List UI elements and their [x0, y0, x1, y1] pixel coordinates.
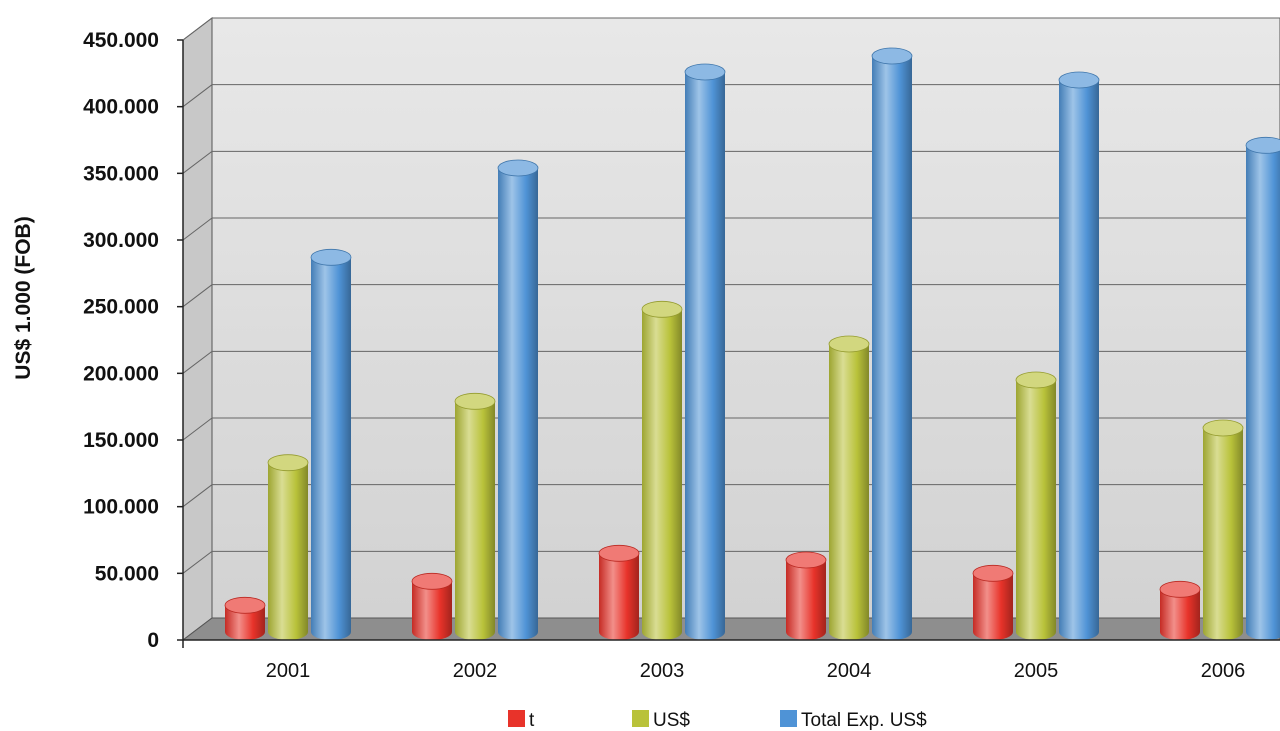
- legend-label: US$: [653, 710, 690, 731]
- bar-total-exp-us-2003: [684, 63, 726, 640]
- x-axis: 2001 2002 2003 2004 2005 2006: [183, 639, 1280, 682]
- legend-swatch: [508, 710, 525, 727]
- bar-total-exp-us-2005: [1058, 71, 1100, 640]
- y-tick-label: 450.000: [83, 29, 159, 52]
- x-tick-label: 2003: [640, 660, 685, 682]
- bar-us-2002: [454, 392, 496, 640]
- gridline: [182, 150, 1280, 174]
- bar-t-2002: [411, 572, 453, 640]
- legend-label: Total Exp. US$: [801, 710, 927, 731]
- gridline: [182, 84, 1280, 108]
- bar-total-exp-us-2004: [871, 47, 913, 640]
- bar-total-exp-us-2001: [310, 248, 352, 640]
- bars: [224, 47, 1280, 640]
- bar-t-2004: [785, 551, 827, 640]
- y-tick-label: 350.000: [83, 162, 159, 185]
- legend-label: t: [529, 710, 535, 731]
- gridline: [182, 484, 1280, 508]
- bar-t-2001: [224, 596, 266, 640]
- gridline: [182, 217, 1280, 241]
- gridline: [182, 550, 1280, 574]
- gridlines: [182, 17, 1280, 574]
- legend-item: US$: [632, 710, 690, 731]
- bar-t-2006: [1159, 580, 1201, 640]
- y-tick-label: 100.000: [83, 496, 159, 519]
- gridline: [182, 417, 1280, 441]
- bar-total-exp-us-2002: [497, 159, 539, 640]
- x-tick-label: 2004: [827, 660, 872, 682]
- legend: t US$ Total Exp. US$: [508, 710, 927, 731]
- plot-background: [182, 16, 1280, 642]
- gridline: [182, 284, 1280, 308]
- x-tick-label: 2001: [266, 660, 311, 682]
- gridline: [182, 17, 1280, 41]
- x-tick-label: 2002: [453, 660, 498, 682]
- bar-us-2003: [641, 300, 683, 640]
- y-tick-label: 150.000: [83, 429, 159, 452]
- y-axis-title: US$ 1.000 (FOB): [12, 216, 35, 379]
- x-tick-label: 2005: [1014, 660, 1059, 682]
- bar-us-2006: [1202, 419, 1244, 640]
- bar-us-2001: [267, 454, 309, 640]
- y-tick-label: 400.000: [83, 96, 159, 119]
- legend-swatch: [632, 710, 649, 727]
- y-tick-label: 300.000: [83, 229, 159, 252]
- y-tick-label: 0: [147, 629, 159, 652]
- y-tick-label: 200.000: [83, 362, 159, 385]
- legend-item: Total Exp. US$: [780, 710, 927, 731]
- bar-us-2005: [1015, 371, 1057, 640]
- legend-item: t: [508, 710, 535, 731]
- bar-total-exp-us-2006: [1245, 136, 1280, 640]
- x-tick-label: 2006: [1201, 660, 1246, 682]
- y-tick-label: 250.000: [83, 296, 159, 319]
- y-tick-label: 50.000: [95, 562, 159, 585]
- bar-t-2003: [598, 544, 640, 640]
- gridline: [182, 350, 1280, 374]
- y-axis: 0 50.000 100.000 150.000 200.000 250.000 300.0…: [83, 29, 184, 652]
- bar-us-2004: [828, 335, 870, 640]
- legend-swatch: [780, 710, 797, 727]
- bar-t-2005: [972, 564, 1014, 640]
